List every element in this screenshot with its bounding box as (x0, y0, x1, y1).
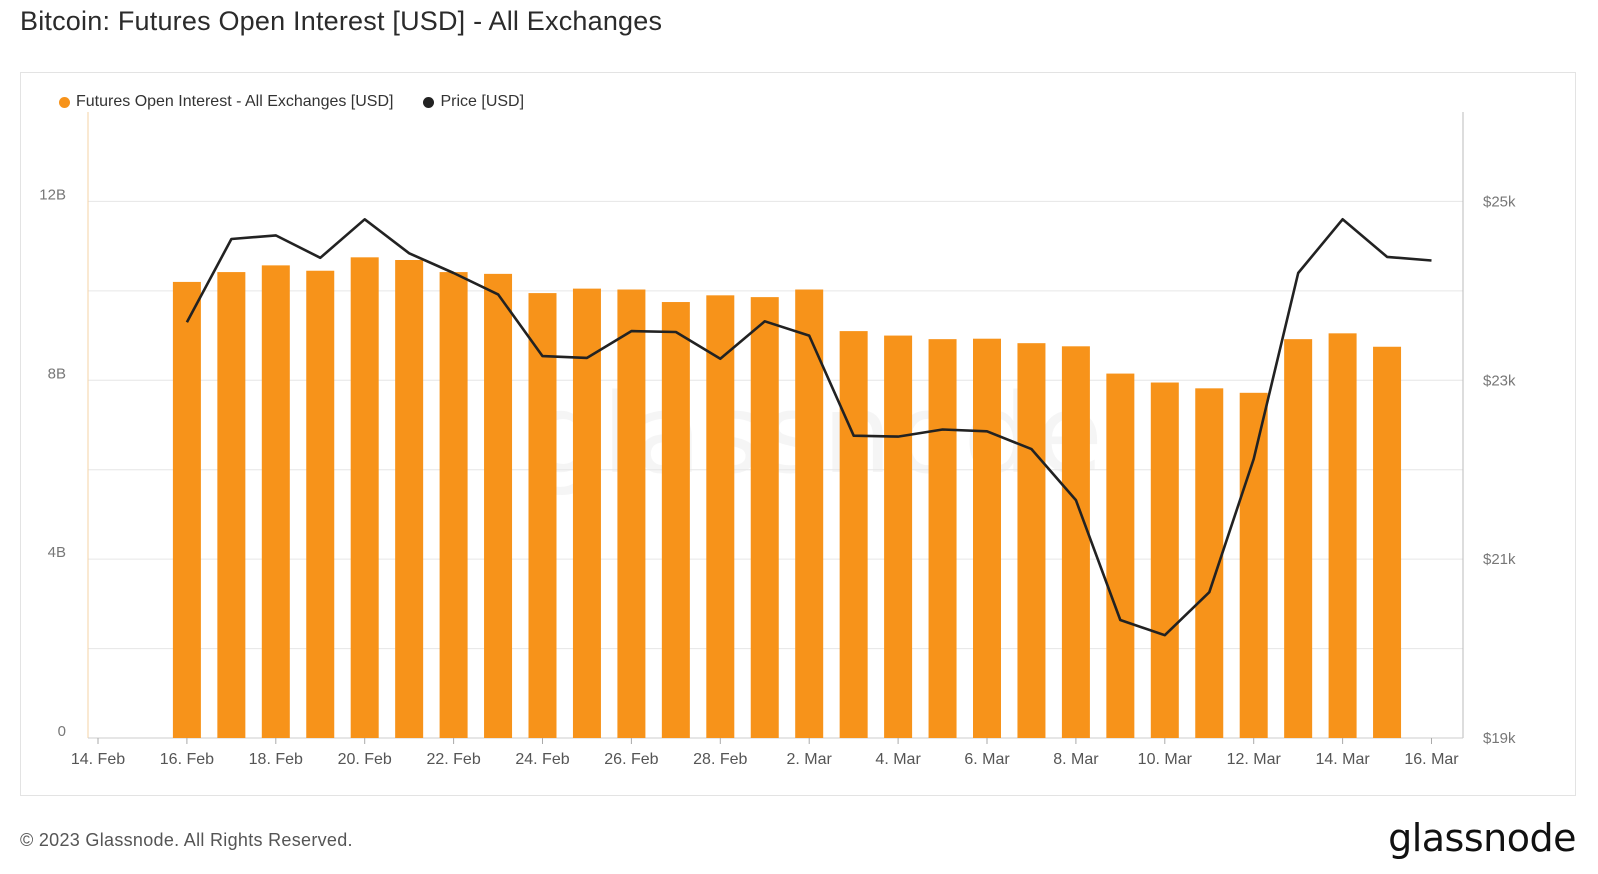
x-tick-label: 2. Mar (787, 751, 833, 768)
x-tick-label: 24. Feb (515, 751, 569, 768)
bar (1017, 343, 1046, 738)
x-tick-label: 26. Feb (604, 751, 658, 768)
legend-item-open-interest[interactable]: Futures Open Interest - All Exchanges [U… (59, 93, 393, 111)
bar (217, 272, 246, 738)
bar (172, 281, 201, 738)
bar (706, 295, 735, 738)
legend: Futures Open Interest - All Exchanges [U… (59, 93, 524, 111)
y-left-tick-label: 12B (39, 186, 66, 203)
bar (661, 302, 690, 738)
glassnode-logo: glassnode (1388, 816, 1576, 860)
y-right-tick-label: $19k (1483, 730, 1516, 747)
legend-item-price[interactable]: Price [USD] (423, 93, 524, 111)
y-right-tick-label: $21k (1483, 551, 1516, 568)
bar (617, 289, 646, 738)
bar (484, 273, 513, 738)
y-left-tick-label: 8B (48, 365, 66, 382)
y-left-tick-label: 4B (48, 544, 66, 561)
x-tick-label: 6. Mar (964, 751, 1010, 768)
bar (1328, 333, 1357, 738)
bar-layer (172, 257, 1402, 738)
legend-dot-price (423, 96, 435, 108)
x-tick-label: 22. Feb (426, 751, 480, 768)
bar (350, 257, 379, 738)
bar (1150, 382, 1179, 738)
x-tick-label: 14. Feb (71, 751, 125, 768)
bar (1106, 373, 1135, 738)
bar (973, 338, 1001, 738)
legend-dot-open-interest (59, 96, 70, 108)
bar (439, 272, 468, 738)
legend-label-open-interest: Futures Open Interest - All Exchanges [U… (76, 93, 394, 110)
bar (1061, 346, 1090, 738)
x-tick-label: 14. Mar (1315, 751, 1370, 768)
bar (884, 335, 913, 738)
bar (395, 260, 424, 738)
price-line (185, 218, 1432, 637)
y-left-tick-label: 0 (58, 723, 66, 740)
bar (795, 289, 824, 738)
copyright-text: © 2023 Glassnode. All Rights Reserved. (20, 830, 353, 850)
bar (750, 297, 779, 738)
x-tick-label: 8. Mar (1053, 751, 1099, 768)
x-tick-label: 4. Mar (875, 751, 921, 768)
legend-label-price: Price [USD] (440, 93, 525, 110)
x-tick-label: 16. Feb (160, 751, 214, 768)
bar (839, 331, 868, 738)
axis-layer: 0 4B 8B 12B $19k $21k $23k $25k 14. Feb 16. Feb 18… (39, 186, 1516, 768)
bar (528, 293, 557, 738)
y-right-tick-label: $25k (1483, 193, 1516, 210)
bar (261, 265, 290, 738)
x-tick-label: 18. Feb (249, 751, 303, 768)
x-tick-label: 20. Feb (338, 751, 392, 768)
x-tick-label: 10. Mar (1138, 751, 1193, 768)
x-tick-label: 12. Mar (1227, 751, 1282, 768)
bar (928, 339, 957, 738)
bar (572, 288, 601, 738)
chart-title: Bitcoin: Futures Open Interest [USD] - A… (20, 6, 663, 36)
bar (1239, 392, 1268, 738)
line-layer (185, 218, 1432, 637)
bar (1284, 339, 1313, 738)
x-tick-label: 28. Feb (693, 751, 747, 768)
bar (306, 270, 335, 738)
y-right-tick-label: $23k (1483, 372, 1516, 389)
x-tick-label: 16. Mar (1404, 751, 1459, 768)
bar (1373, 346, 1402, 738)
